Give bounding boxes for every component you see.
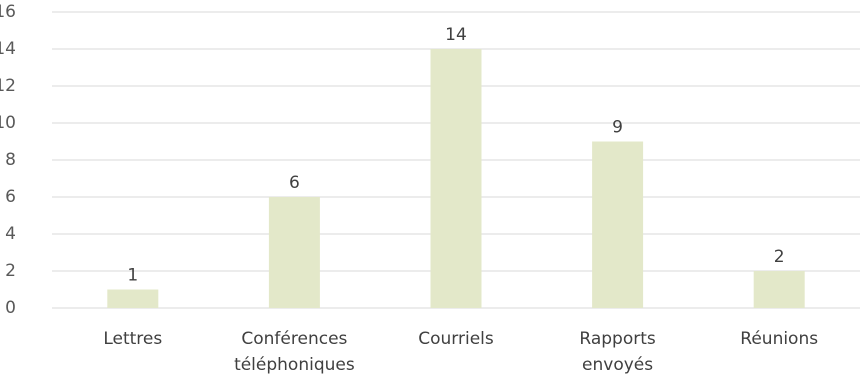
x-category-label: envoyés xyxy=(582,355,653,375)
bar xyxy=(753,271,805,308)
y-tick-label: 2 xyxy=(5,261,16,281)
bar xyxy=(592,141,644,308)
data-labels: 1 6 14 9 2 xyxy=(127,25,784,286)
bars xyxy=(107,49,805,308)
data-label: 9 xyxy=(612,118,623,138)
x-axis-category-labels: Lettres Conférences téléphoniques Courriels… xyxy=(103,329,818,375)
y-tick-label: 10 xyxy=(0,113,16,133)
y-tick-label: 6 xyxy=(5,187,16,207)
x-category-label: téléphoniques xyxy=(234,355,355,375)
y-tick-label: 14 xyxy=(0,39,16,59)
data-label: 14 xyxy=(445,25,467,45)
y-tick-label: 12 xyxy=(0,76,16,96)
y-tick-label: 0 xyxy=(5,298,16,318)
x-category-label: Conférences xyxy=(241,329,347,349)
y-tick-label: 4 xyxy=(5,224,16,244)
y-tick-label: 8 xyxy=(5,150,16,170)
y-tick-label: 16 xyxy=(0,2,16,22)
x-category-label: Courriels xyxy=(418,329,494,349)
data-label: 1 xyxy=(127,266,138,286)
data-label: 2 xyxy=(774,247,785,267)
x-category-label: Rapports xyxy=(579,329,655,349)
data-label: 6 xyxy=(289,173,300,193)
bar xyxy=(268,197,320,308)
bar xyxy=(430,49,482,308)
y-axis-tick-labels: 0 2 4 6 8 10 12 14 16 xyxy=(0,2,16,318)
x-category-label: Réunions xyxy=(740,329,818,349)
bar xyxy=(107,289,159,308)
x-category-label: Lettres xyxy=(103,329,162,349)
